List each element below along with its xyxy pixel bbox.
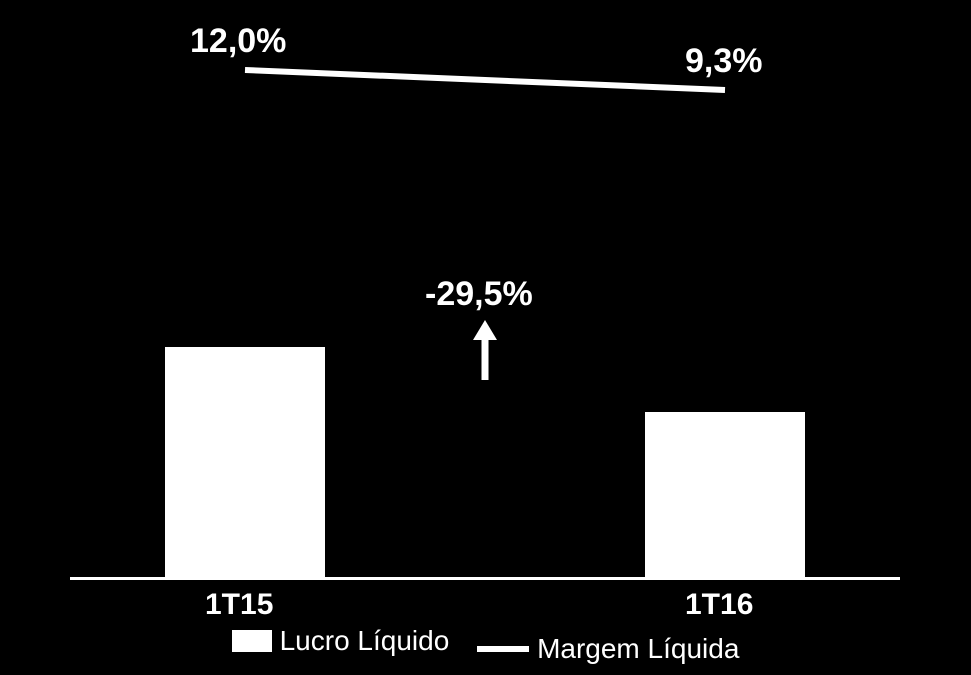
bar-1: [645, 412, 805, 577]
plot-region: 12,0% 9,3% -29,5%: [70, 20, 900, 580]
chart-area: 12,0% 9,3% -29,5% 1T15 1T16: [70, 20, 900, 580]
bar-0: [165, 347, 325, 577]
legend-label-0: Lucro Líquido: [280, 625, 450, 657]
legend-swatch-line-icon: [477, 646, 529, 652]
legend-label-1: Margem Líquida: [537, 633, 739, 665]
legend: Lucro Líquido Margem Líquida: [0, 625, 971, 665]
change-label: -29,5%: [425, 275, 533, 314]
xaxis-label-1: 1T16: [685, 588, 753, 622]
legend-item-line: Margem Líquida: [477, 633, 739, 665]
xaxis-label-0: 1T15: [205, 588, 273, 622]
legend-item-bar: Lucro Líquido: [232, 625, 450, 657]
change-arrow-icon: [465, 320, 505, 390]
margin-label-0: 12,0%: [190, 22, 286, 61]
margin-label-1: 9,3%: [685, 42, 763, 81]
legend-swatch-box-icon: [232, 630, 272, 652]
